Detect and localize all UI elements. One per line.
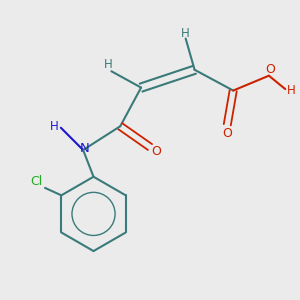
Text: H: H [104, 58, 113, 71]
Text: Cl: Cl [30, 176, 42, 188]
Text: O: O [152, 145, 161, 158]
Text: N: N [80, 142, 89, 155]
Text: H: H [181, 27, 190, 40]
Text: O: O [222, 127, 232, 140]
Text: H: H [287, 84, 296, 97]
Text: H: H [50, 120, 59, 133]
Text: O: O [266, 63, 275, 76]
